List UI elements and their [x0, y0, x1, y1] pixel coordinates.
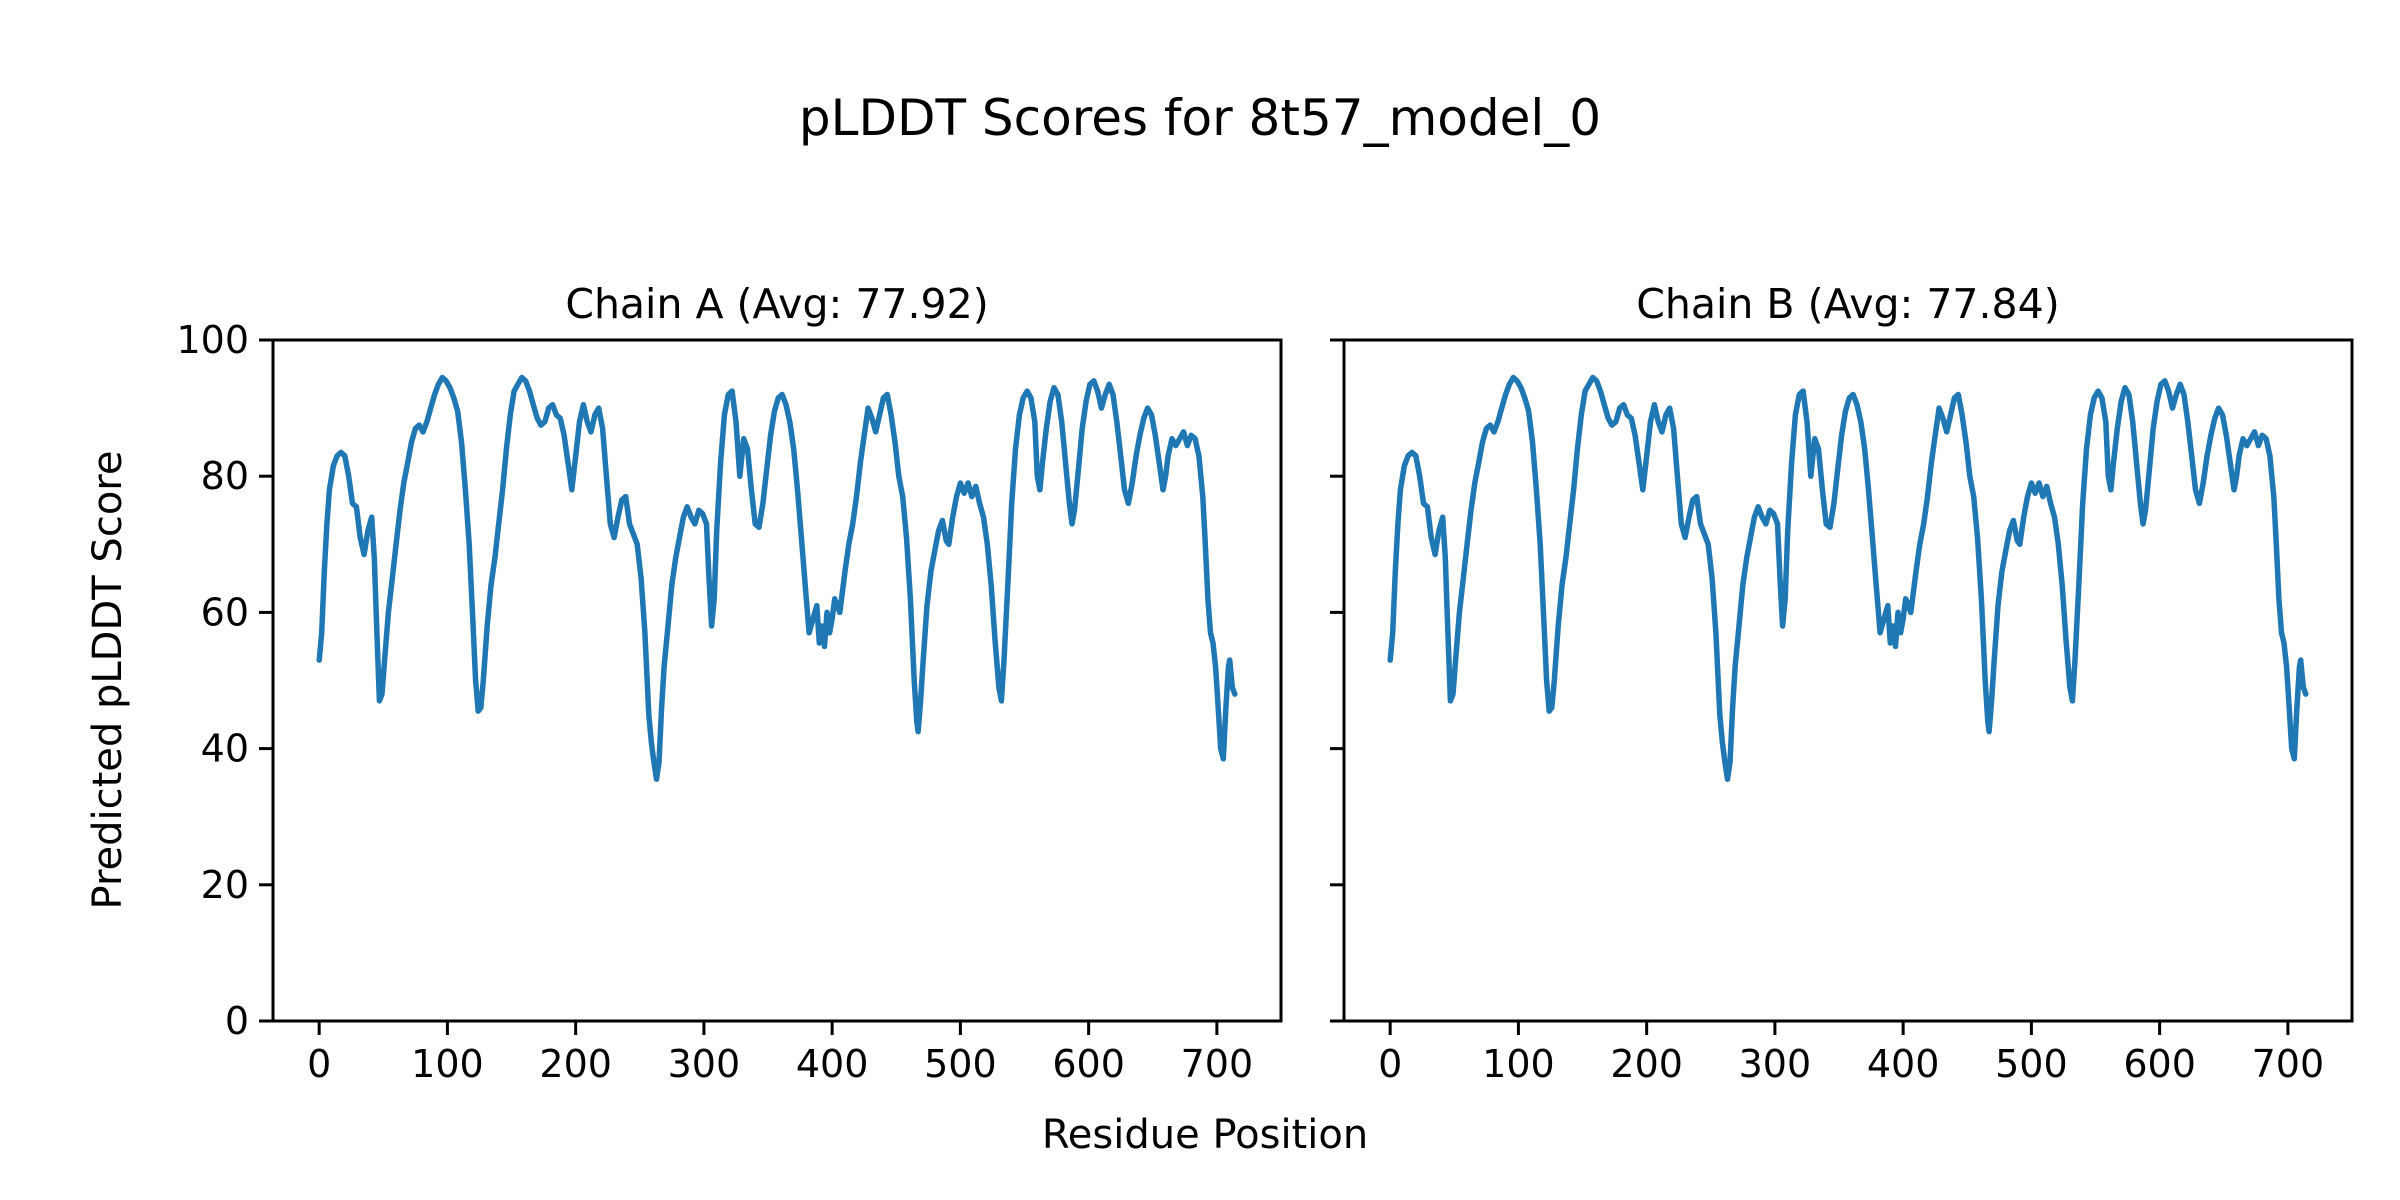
y-tick-label: 60	[201, 590, 249, 634]
x-tick-label: 400	[796, 1042, 869, 1086]
plddt-line	[1387, 374, 2309, 782]
x-tick-label: 200	[1610, 1042, 1683, 1086]
y-tick-label: 100	[176, 318, 249, 362]
x-tick-label: 500	[1995, 1042, 2068, 1086]
plot-title-chain-a: Chain A (Avg: 77.92)	[565, 280, 989, 328]
x-tick-label: 500	[924, 1042, 997, 1086]
x-tick-label: 100	[411, 1042, 484, 1086]
plot-title-chain-b: Chain B (Avg: 77.84)	[1636, 280, 2060, 328]
x-tick-label: 600	[2123, 1042, 2196, 1086]
y-tick-label: 0	[225, 999, 249, 1043]
y-tick-label: 20	[201, 863, 249, 907]
plddt-line	[316, 374, 1238, 782]
x-tick-label: 600	[1052, 1042, 1125, 1086]
x-tick-label: 0	[1378, 1042, 1402, 1086]
x-tick-label: 300	[668, 1042, 741, 1086]
y-tick-label: 40	[201, 727, 249, 771]
x-tick-label: 700	[2252, 1042, 2325, 1086]
y-tick-label: 80	[201, 454, 249, 498]
axes-spines	[271, 338, 1283, 1023]
x-tick-label: 100	[1482, 1042, 1555, 1086]
x-tick-label: 300	[1739, 1042, 1812, 1086]
x-tick-label: 0	[307, 1042, 331, 1086]
x-tick-label: 700	[1181, 1042, 1254, 1086]
chain-b-plot-canvas: 0 100 200 300 400 500 600 700	[1330, 338, 2354, 1086]
y-axis-label: Predicted pLDDT Score	[85, 450, 131, 910]
x-tick-label: 200	[539, 1042, 612, 1086]
x-tick-label: 400	[1867, 1042, 1940, 1086]
x-axis-label: Residue Position	[1041, 1112, 1369, 1158]
axes-spines	[1342, 338, 2354, 1023]
figure-title: pLDDT Scores for 8t57_model_0	[798, 89, 1602, 147]
chain-a-plot-canvas: 0 100 200 300 400 500 600 700 0 20 40 60 80 100	[176, 318, 1283, 1086]
